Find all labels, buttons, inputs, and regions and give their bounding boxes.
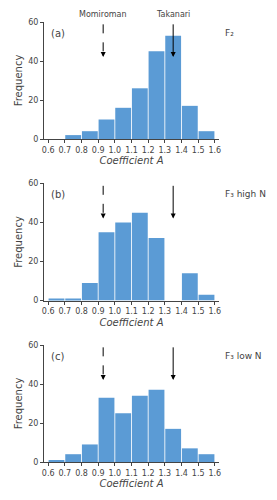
- svg-text:60: 60: [28, 179, 38, 188]
- svg-text:F₃ high N: F₃ high N: [225, 189, 266, 199]
- svg-text:1.5: 1.5: [192, 307, 205, 316]
- svg-text:40: 40: [28, 380, 38, 389]
- svg-text:1.6: 1.6: [208, 146, 221, 155]
- svg-text:1.3: 1.3: [158, 146, 171, 155]
- svg-text:40: 40: [28, 57, 38, 66]
- svg-text:Momiroman: Momiroman: [79, 10, 127, 19]
- svg-text:Coefficient A: Coefficient A: [100, 317, 164, 328]
- svg-text:0.6: 0.6: [42, 146, 55, 155]
- svg-text:0.7: 0.7: [58, 307, 71, 316]
- svg-text:1.2: 1.2: [142, 146, 155, 155]
- svg-text:0.9: 0.9: [92, 146, 105, 155]
- svg-text:(a): (a): [51, 28, 65, 39]
- svg-text:0.8: 0.8: [75, 146, 88, 155]
- svg-text:1.0: 1.0: [108, 469, 121, 478]
- svg-text:1.2: 1.2: [142, 307, 155, 316]
- svg-text:1.5: 1.5: [192, 469, 205, 478]
- svg-text:Frequency: Frequency: [13, 216, 24, 268]
- svg-text:1.3: 1.3: [158, 307, 171, 316]
- svg-text:0: 0: [33, 296, 38, 305]
- svg-text:F₃ low N: F₃ low N: [225, 351, 262, 361]
- svg-text:Takanari: Takanari: [156, 10, 190, 19]
- svg-text:60: 60: [28, 341, 38, 350]
- svg-text:Coefficient A: Coefficient A: [100, 155, 164, 166]
- svg-text:40: 40: [28, 218, 38, 227]
- svg-text:F₂: F₂: [225, 28, 234, 38]
- svg-text:0.8: 0.8: [75, 307, 88, 316]
- svg-text:1.1: 1.1: [125, 307, 138, 316]
- svg-text:1.0: 1.0: [108, 146, 121, 155]
- svg-text:1.0: 1.0: [108, 307, 121, 316]
- svg-text:0.8: 0.8: [75, 469, 88, 478]
- svg-text:Coefficient A: Coefficient A: [100, 478, 164, 489]
- svg-text:1.1: 1.1: [125, 469, 138, 478]
- svg-text:1.4: 1.4: [175, 146, 188, 155]
- svg-text:1.4: 1.4: [175, 469, 188, 478]
- svg-text:0.7: 0.7: [58, 469, 71, 478]
- svg-text:0.9: 0.9: [92, 307, 105, 316]
- svg-text:20: 20: [28, 96, 38, 105]
- svg-text:1.2: 1.2: [142, 469, 155, 478]
- svg-text:0: 0: [33, 458, 38, 467]
- svg-text:1.6: 1.6: [208, 469, 221, 478]
- svg-text:20: 20: [28, 419, 38, 428]
- svg-text:1.5: 1.5: [192, 146, 205, 155]
- svg-text:20: 20: [28, 257, 38, 266]
- svg-text:0.6: 0.6: [42, 469, 55, 478]
- svg-text:0.9: 0.9: [92, 469, 105, 478]
- svg-text:(c): (c): [51, 351, 64, 362]
- svg-text:1.6: 1.6: [208, 307, 221, 316]
- svg-text:1.3: 1.3: [158, 469, 171, 478]
- svg-text:0.7: 0.7: [58, 146, 71, 155]
- svg-text:1.1: 1.1: [125, 146, 138, 155]
- svg-text:0: 0: [33, 135, 38, 144]
- svg-text:Frequency: Frequency: [13, 55, 24, 107]
- svg-text:Frequency: Frequency: [13, 378, 24, 430]
- svg-text:(b): (b): [51, 189, 65, 200]
- svg-text:1.4: 1.4: [175, 307, 188, 316]
- svg-text:0.6: 0.6: [42, 307, 55, 316]
- svg-text:60: 60: [28, 18, 38, 27]
